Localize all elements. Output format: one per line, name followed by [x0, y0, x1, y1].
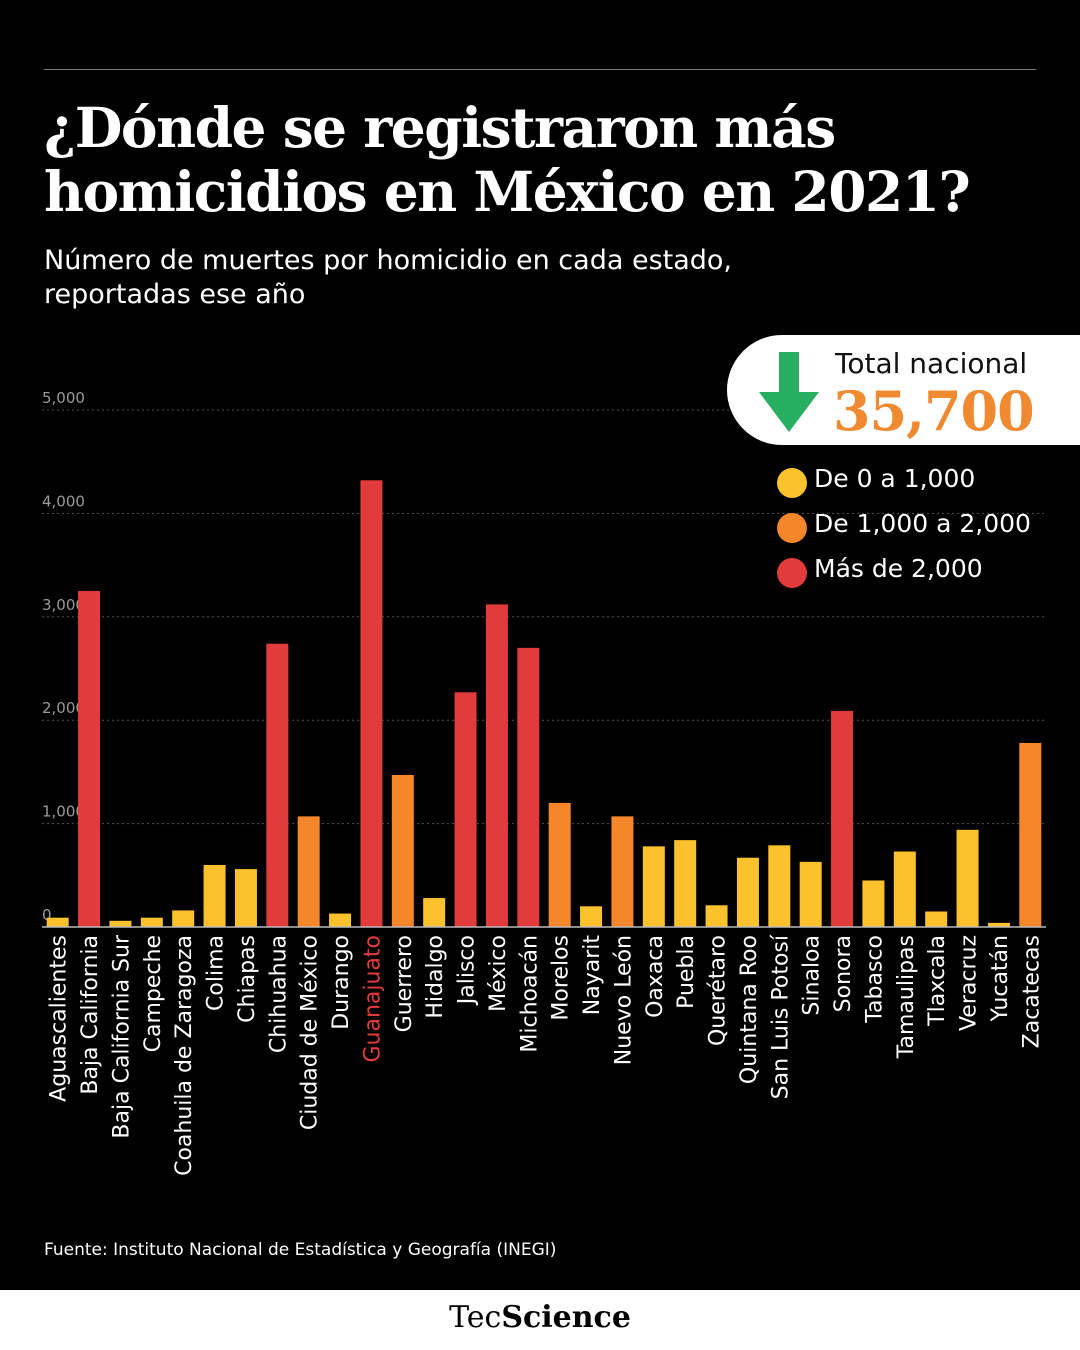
x-tick-label: Tamaulipas: [894, 935, 919, 1059]
bar: [642, 846, 665, 927]
bar: [831, 710, 854, 927]
bar: [203, 864, 226, 927]
bar: [454, 692, 477, 927]
x-tick-label: Hidalgo: [423, 935, 448, 1019]
page-subtitle: Número de muertes por homicidio en cada …: [44, 245, 733, 310]
bar: [1019, 742, 1042, 927]
bar: [423, 898, 446, 927]
bar: [391, 775, 414, 927]
arrow-down-icon: [759, 352, 819, 432]
x-tick-label: Oaxaca: [643, 935, 668, 1018]
bar: [705, 905, 728, 927]
bar: [266, 643, 289, 927]
bar: [360, 480, 383, 927]
x-tick-label: Sinaloa: [800, 935, 825, 1016]
x-tick-label: Guerrero: [392, 935, 417, 1032]
brand-part-tec: Tec: [449, 1300, 502, 1335]
top-divider: [44, 69, 1036, 70]
bar: [46, 917, 69, 927]
bar: [925, 911, 948, 927]
x-tick-label: Veracruz: [957, 935, 982, 1031]
bar: [548, 802, 571, 927]
x-tick-label: Ciudad de México: [298, 935, 323, 1130]
bar: [956, 829, 979, 927]
legend-label: De 1,000 a 2,000: [814, 509, 1031, 538]
bar: [611, 816, 634, 927]
x-tick-label: Querétaro: [706, 935, 731, 1046]
x-tick-label: México: [486, 935, 511, 1012]
x-tick-label: Sonora: [831, 935, 856, 1012]
y-tick-label: 5,000: [42, 389, 85, 407]
x-tick-label: Baja California Sur: [109, 934, 134, 1139]
x-tick-label: Aguascalientes: [47, 935, 72, 1102]
x-tick-label: Colima: [204, 935, 229, 1011]
x-tick-label: Durango: [329, 935, 354, 1030]
x-tick-label: Zacatecas: [1019, 935, 1044, 1048]
x-tick-label: Quintana Roo: [737, 935, 762, 1084]
x-tick-label: Chihuahua: [266, 935, 291, 1053]
bar: [329, 913, 352, 927]
bar: [736, 857, 759, 927]
bar: [768, 845, 791, 927]
total-label: Total nacional: [835, 347, 1028, 380]
page-title: ¿Dónde se registraron más homicidios en …: [44, 95, 971, 224]
y-tick-label: 3,000: [42, 596, 85, 614]
bar: [140, 917, 163, 927]
x-tick-label: Nayarit: [580, 935, 605, 1016]
legend-label: De 0 a 1,000: [814, 464, 976, 493]
legend-swatch: [777, 468, 807, 498]
legend-swatch: [777, 513, 807, 543]
bar: [580, 906, 603, 927]
x-tick-label: Tabasco: [862, 935, 887, 1024]
x-tick-label: Tlaxcala: [925, 935, 950, 1027]
legend-label: Más de 2,000: [814, 554, 983, 583]
y-tick-label: 0: [42, 906, 52, 924]
x-tick-label: Jalisco: [455, 935, 480, 1006]
brand-part-science: Science: [501, 1300, 631, 1335]
total-value: 35,700: [833, 379, 1035, 443]
y-tick-label: 4,000: [42, 492, 85, 510]
x-tick-label: Coahuila de Zaragoza: [172, 935, 197, 1176]
x-tick-label: Yucatán: [988, 935, 1013, 1023]
bar: [485, 604, 508, 927]
y-tick-label: 1,000: [42, 803, 85, 821]
legend-swatch: [777, 558, 807, 588]
x-tick-label: Puebla: [674, 935, 699, 1009]
bar: [517, 647, 540, 927]
bar-chart: 0 1,000 2,000 3,000 4,000 5,000 Aguascalientes…: [42, 389, 1046, 1176]
bar: [862, 880, 885, 927]
x-tick-label: Michoacán: [517, 935, 542, 1053]
bar: [893, 851, 916, 927]
y-tick-label: 2,000: [42, 699, 85, 717]
bar: [987, 922, 1010, 927]
footer-bar: TecScience: [0, 1290, 1080, 1350]
bar: [234, 869, 257, 927]
x-tick-label: Guanajuato: [360, 935, 385, 1063]
bar: [799, 861, 822, 927]
bar: [78, 590, 101, 927]
source-note: Fuente: Instituto Nacional de Estadístic…: [44, 1240, 557, 1260]
brand-logo: TecScience: [0, 1300, 1080, 1335]
x-tick-label: Nuevo León: [611, 935, 636, 1065]
bar: [109, 920, 132, 927]
bar: [297, 816, 320, 927]
x-tick-label: Morelos: [549, 935, 574, 1021]
total-callout: Total nacional 35,700: [727, 335, 1080, 445]
x-tick-label: Chiapas: [235, 935, 260, 1023]
x-tick-label: Campeche: [141, 935, 166, 1052]
bar: [172, 910, 195, 927]
bar: [674, 840, 697, 927]
x-tick-label: Baja California: [78, 935, 103, 1095]
x-tick-label: San Luis Potosí: [768, 934, 793, 1099]
